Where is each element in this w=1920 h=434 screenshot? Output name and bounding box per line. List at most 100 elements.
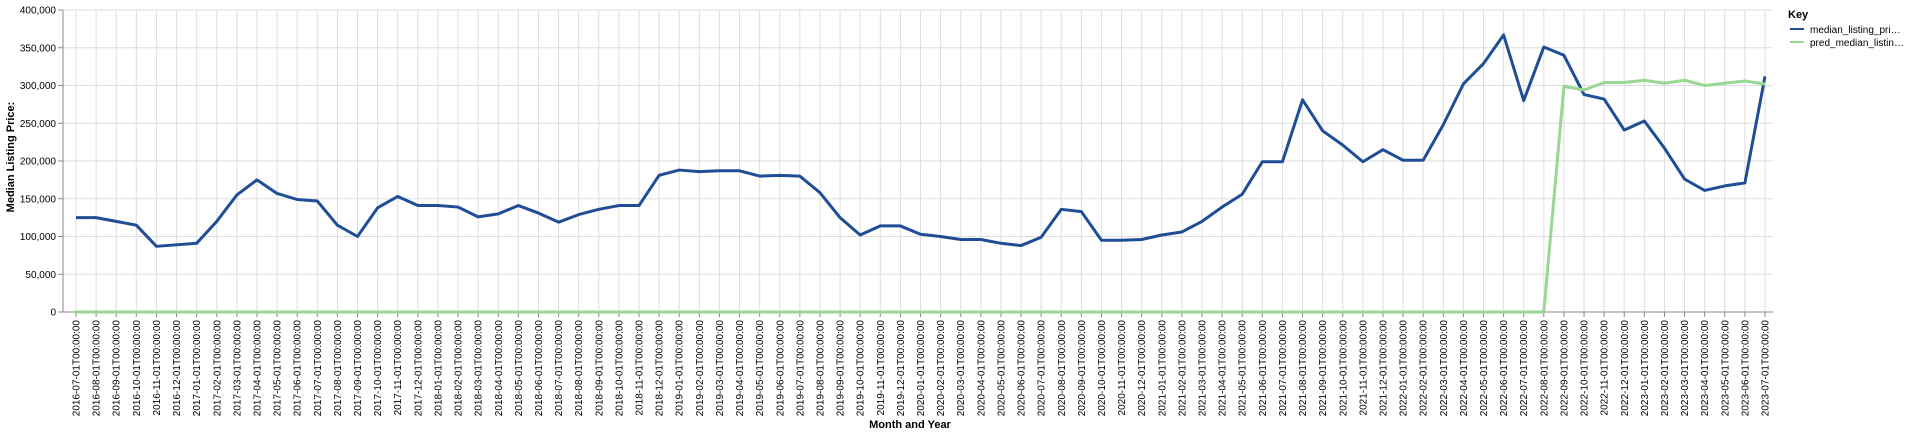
x-tick-label: 2022-11-01T00:00:00 bbox=[1600, 320, 1611, 416]
x-tick-label: 2021-11-01T00:00:00 bbox=[1358, 320, 1369, 416]
x-tick-label: 2016-11-01T00:00:00 bbox=[152, 320, 163, 416]
x-tick-label: 2017-09-01T00:00:00 bbox=[353, 320, 364, 417]
x-tick-label: 2018-06-01T00:00:00 bbox=[534, 320, 545, 417]
x-tick-label: 2017-01-01T00:00:00 bbox=[192, 320, 203, 417]
x-tick-label: 2023-01-01T00:00:00 bbox=[1640, 320, 1651, 417]
x-tick-label: 2018-04-01T00:00:00 bbox=[494, 320, 505, 417]
x-tick-label: 2022-09-01T00:00:00 bbox=[1559, 320, 1570, 417]
x-tick-label: 2019-11-01T00:00:00 bbox=[876, 320, 887, 416]
x-tick-label: 2019-02-01T00:00:00 bbox=[695, 320, 706, 417]
y-axis-title: Median Listing Price: bbox=[5, 102, 17, 213]
x-tick-label: 2021-06-01T00:00:00 bbox=[1258, 320, 1269, 417]
y-tick-label: 400,000 bbox=[20, 6, 57, 17]
x-tick-label: 2016-08-01T00:00:00 bbox=[92, 320, 103, 417]
x-tick-label: 2021-02-01T00:00:00 bbox=[1177, 320, 1188, 417]
x-tick-label: 2022-06-01T00:00:00 bbox=[1499, 320, 1510, 417]
series-line-1 bbox=[76, 33, 1767, 248]
x-tick-label: 2018-05-01T00:00:00 bbox=[514, 320, 525, 417]
x-tick-label: 2020-11-01T00:00:00 bbox=[1117, 320, 1128, 416]
x-tick-label: 2022-12-01T00:00:00 bbox=[1620, 320, 1631, 417]
series-line-2 bbox=[76, 78, 1766, 314]
x-axis: 2016-07-01T00:00:00 2016-08-01T00:00:00 20… bbox=[63, 311, 1773, 417]
x-tick-label: 2020-06-01T00:00:00 bbox=[1017, 320, 1028, 417]
x-tick-label: 2021-03-01T00:00:00 bbox=[1198, 320, 1209, 417]
x-tick-label: 2019-08-01T00:00:00 bbox=[815, 320, 826, 417]
x-tick-label: 2017-12-01T00:00:00 bbox=[413, 320, 424, 417]
x-tick-label: 2017-05-01T00:00:00 bbox=[273, 320, 284, 417]
x-tick-label: 2020-09-01T00:00:00 bbox=[1077, 320, 1088, 417]
x-tick-label: 2020-10-01T00:00:00 bbox=[1097, 320, 1108, 417]
x-tick-label: 2020-02-01T00:00:00 bbox=[936, 320, 947, 417]
x-tick-label: 2020-12-01T00:00:00 bbox=[1137, 320, 1148, 417]
x-tick-label: 2019-12-01T00:00:00 bbox=[896, 320, 907, 417]
x-tick-label: 2022-02-01T00:00:00 bbox=[1419, 320, 1430, 417]
y-tick-label: 0 bbox=[50, 308, 56, 319]
x-tick-label: 2016-10-01T00:00:00 bbox=[132, 320, 143, 417]
x-tick-label: 2018-07-01T00:00:00 bbox=[554, 320, 565, 417]
x-tick-label: 2017-06-01T00:00:00 bbox=[293, 320, 304, 417]
y-tick-label: 300,000 bbox=[20, 81, 57, 92]
legend-label: median_listing_pri… bbox=[1810, 25, 1901, 36]
y-axis: 0 50,000 100,000 150,000 200,000 250,000 300,0… bbox=[20, 6, 64, 319]
x-tick-label: 2022-05-01T00:00:00 bbox=[1479, 320, 1490, 417]
x-tick-label: 2018-11-01T00:00:00 bbox=[635, 320, 646, 416]
x-tick-label: 2021-08-01T00:00:00 bbox=[1298, 320, 1309, 417]
x-tick-label: 2023-04-01T00:00:00 bbox=[1700, 320, 1711, 417]
y-tick-label: 150,000 bbox=[20, 194, 57, 205]
x-tick-label: 2022-10-01T00:00:00 bbox=[1580, 320, 1591, 417]
x-tick-label: 2017-11-01T00:00:00 bbox=[393, 320, 404, 416]
x-tick-label: 2019-05-01T00:00:00 bbox=[755, 320, 766, 417]
x-axis-title: Month and Year bbox=[869, 419, 951, 431]
x-tick-label: 2022-08-01T00:00:00 bbox=[1539, 320, 1550, 417]
x-tick-label: 2021-09-01T00:00:00 bbox=[1318, 320, 1329, 417]
x-tick-label: 2017-07-01T00:00:00 bbox=[313, 320, 324, 417]
x-tick-label: 2018-10-01T00:00:00 bbox=[614, 320, 625, 417]
legend: Key median_listing_pri… pred_median_listi… bbox=[1788, 9, 1904, 49]
x-tick-label: 2019-07-01T00:00:00 bbox=[795, 320, 806, 417]
x-tick-label: 2016-09-01T00:00:00 bbox=[112, 320, 123, 417]
x-tick-label: 2019-10-01T00:00:00 bbox=[856, 320, 867, 417]
series-lines bbox=[76, 33, 1767, 314]
x-tick-label: 2016-07-01T00:00:00 bbox=[72, 320, 83, 417]
x-tick-label: 2023-07-01T00:00:00 bbox=[1761, 320, 1772, 417]
x-tick-label: 2022-01-01T00:00:00 bbox=[1399, 320, 1410, 417]
x-tick-label: 2021-10-01T00:00:00 bbox=[1338, 320, 1349, 417]
x-tick-label: 2019-03-01T00:00:00 bbox=[715, 320, 726, 417]
x-tick-label: 2020-05-01T00:00:00 bbox=[996, 320, 1007, 417]
y-tick-label: 100,000 bbox=[20, 232, 57, 243]
x-tick-label: 2018-09-01T00:00:00 bbox=[594, 320, 605, 417]
x-tick-label: 2022-04-01T00:00:00 bbox=[1459, 320, 1470, 417]
x-tick-label: 2021-07-01T00:00:00 bbox=[1278, 320, 1289, 417]
x-tick-label: 2017-08-01T00:00:00 bbox=[333, 320, 344, 417]
x-tick-label: 2023-05-01T00:00:00 bbox=[1720, 320, 1731, 417]
x-tick-label: 2017-03-01T00:00:00 bbox=[232, 320, 243, 417]
x-tick-label: 2018-08-01T00:00:00 bbox=[574, 320, 585, 417]
x-tick-label: 2020-08-01T00:00:00 bbox=[1057, 320, 1068, 417]
x-tick-label: 2020-07-01T00:00:00 bbox=[1037, 320, 1048, 417]
x-tick-label: 2022-03-01T00:00:00 bbox=[1439, 320, 1450, 417]
y-tick-label: 200,000 bbox=[20, 157, 57, 168]
x-tick-label: 2023-02-01T00:00:00 bbox=[1660, 320, 1671, 417]
x-tick-label: 2017-10-01T00:00:00 bbox=[373, 320, 384, 417]
x-tick-label: 2023-03-01T00:00:00 bbox=[1680, 320, 1691, 417]
x-tick-label: 2022-07-01T00:00:00 bbox=[1519, 320, 1530, 417]
x-tick-label: 2017-04-01T00:00:00 bbox=[252, 320, 263, 417]
x-tick-label: 2021-05-01T00:00:00 bbox=[1238, 320, 1249, 417]
x-tick-label: 2018-02-01T00:00:00 bbox=[454, 320, 465, 417]
x-tick-label: 2023-06-01T00:00:00 bbox=[1740, 320, 1751, 417]
y-tick-label: 250,000 bbox=[20, 119, 57, 130]
x-tick-label: 2020-04-01T00:00:00 bbox=[976, 320, 987, 417]
x-tick-label: 2018-01-01T00:00:00 bbox=[433, 320, 444, 417]
x-tick-label: 2019-09-01T00:00:00 bbox=[836, 320, 847, 417]
y-tick-label: 50,000 bbox=[25, 270, 56, 281]
grid-lines bbox=[63, 9, 1773, 313]
x-tick-label: 2019-01-01T00:00:00 bbox=[675, 320, 686, 417]
x-tick-label: 2018-12-01T00:00:00 bbox=[655, 320, 666, 417]
x-tick-label: 2019-04-01T00:00:00 bbox=[735, 320, 746, 417]
x-tick-label: 2020-01-01T00:00:00 bbox=[916, 320, 927, 417]
y-tick-label: 350,000 bbox=[20, 43, 57, 54]
x-tick-label: 2021-04-01T00:00:00 bbox=[1218, 320, 1229, 417]
legend-label: pred_median_listin… bbox=[1810, 38, 1904, 49]
x-tick-label: 2017-02-01T00:00:00 bbox=[212, 320, 223, 417]
